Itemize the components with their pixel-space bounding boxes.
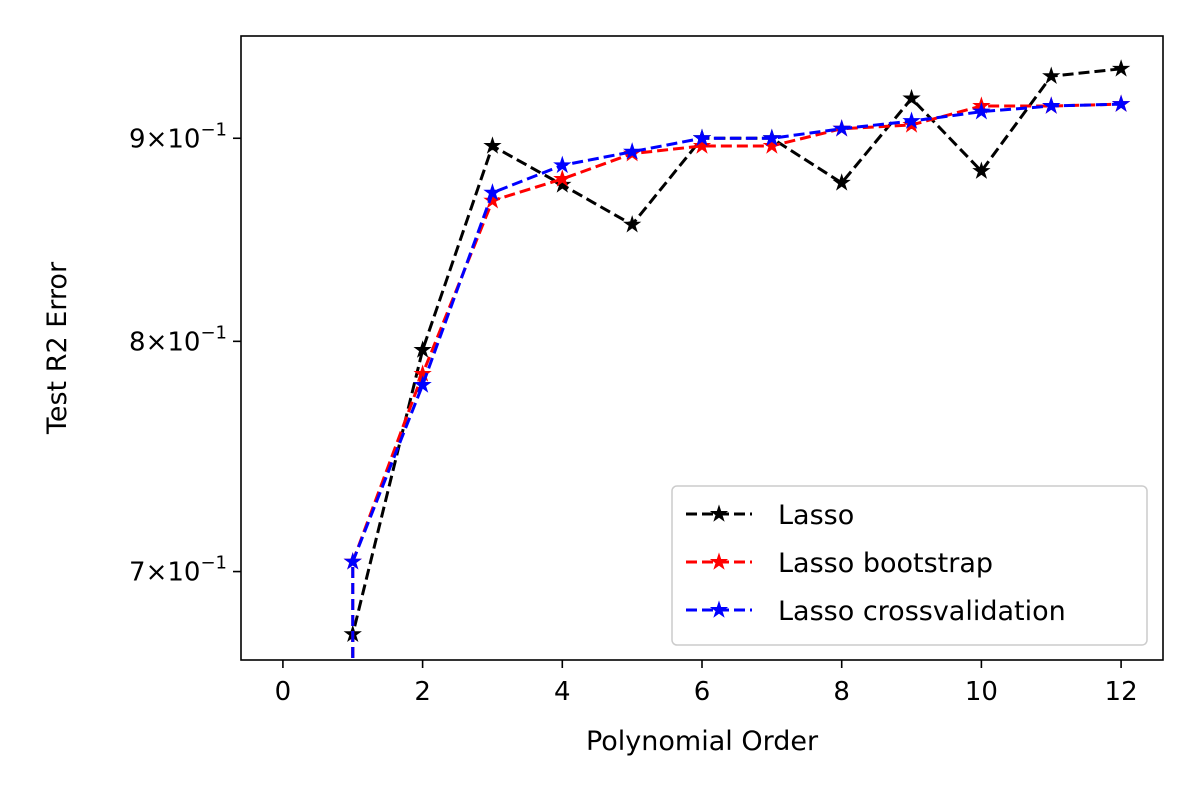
legend-marker [709,552,729,570]
x-tick-label: 0 [275,677,292,707]
legend-label: Lasso crossvalidation [778,596,1066,627]
data-point [1042,66,1061,84]
y-axis-title: Test R2 Error [42,261,73,435]
data-point [413,340,432,358]
data-point [1111,59,1131,77]
data-point [692,128,712,147]
data-point [1111,94,1131,112]
legend-frame [671,485,1148,646]
legend-label: Lasso [778,500,854,531]
data-point [762,128,782,147]
legend-marker [709,600,729,618]
data-point [692,136,712,154]
data-point [832,173,851,191]
data-point [553,169,572,187]
data-point [1042,96,1061,114]
data-point [972,161,991,179]
data-point [483,136,502,154]
data-point [623,142,642,160]
y-axis: 7×10−1 8×10−1 9×10−1 [129,119,241,588]
y-tick-label: 7×10−1 [129,553,227,588]
x-tick-label: 6 [694,677,711,707]
data-point [483,183,502,201]
legend-label: Lasso bootstrap [778,548,993,579]
x-tick-label: 4 [554,677,571,707]
x-tick-label: 8 [833,677,850,707]
data-point [902,88,921,107]
data-point [762,136,782,154]
y-tick-label: 9×10−1 [129,119,227,154]
data-point [553,155,572,174]
y-tick-label: 8×10−1 [129,322,227,357]
series-layer [343,59,1131,660]
x-axis-title: Polynomial Order [586,726,819,757]
x-axis: 0 2 4 6 8 10 12 [275,660,1138,707]
data-point [483,191,502,209]
data-point [832,119,851,137]
x-tick-label: 2 [414,677,431,707]
data-point [553,175,572,193]
x-tick-label: 12 [1105,677,1138,707]
legend: Lasso Lasso bootstrap Lasso crossvalidatio… [671,485,1148,646]
x-tick-label: 10 [965,677,998,707]
data-point [902,111,921,129]
legend-marker [709,504,729,522]
data-point [343,552,362,570]
data-point [622,215,642,233]
data-point [972,102,991,120]
data-point [413,375,432,393]
